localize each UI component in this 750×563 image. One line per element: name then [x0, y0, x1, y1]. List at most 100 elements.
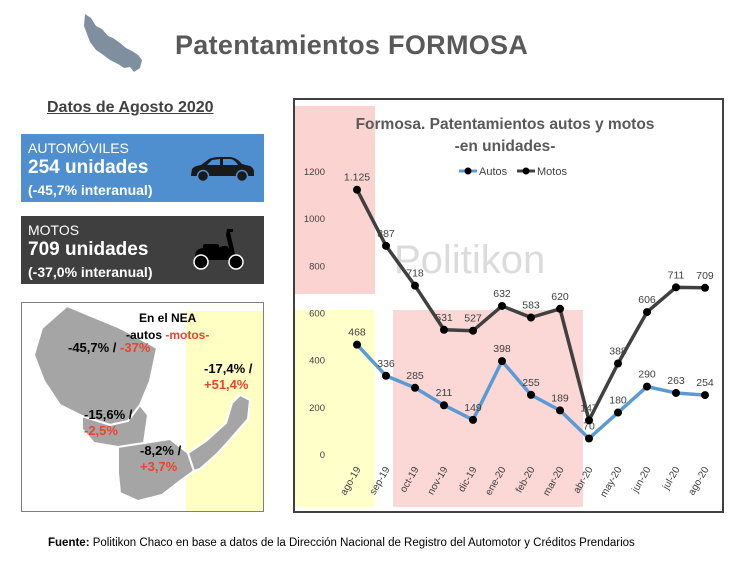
legend-entry: Motos — [537, 166, 567, 178]
data-label-autos: 468 — [348, 327, 366, 339]
autos-stat-box: AUTOMÓVILES 254 unidades (-45,7% interan… — [21, 134, 264, 202]
data-label-autos: 189 — [551, 392, 569, 404]
nea-region-misiones-motos: +51,4% — [204, 377, 249, 392]
data-point-motos — [382, 241, 390, 250]
data-label-autos: 285 — [406, 370, 424, 382]
data-label-autos: 290 — [638, 369, 656, 381]
data-point-motos — [643, 308, 651, 317]
chart-marks: 468 336 285 211 149 398 255 189 70 180 290 263 254 1.… — [344, 172, 714, 443]
nea-map-panel: En el NEA -autos -motos- -45,7% / -37% -… — [21, 302, 264, 512]
data-label-autos: 149 — [464, 402, 482, 414]
data-label-motos: 718 — [406, 268, 424, 280]
highlight-yellow-left — [295, 310, 375, 507]
x-tick-label: jul-20 — [660, 465, 682, 493]
data-point-autos — [556, 406, 564, 415]
data-label-motos: 527 — [464, 313, 482, 325]
data-point-motos — [556, 304, 564, 313]
source-text: Politikon Chaco en base a datos de la Di… — [89, 537, 635, 549]
x-tick-label: may-20 — [598, 465, 624, 500]
autos-units-value: 254 unidades — [28, 157, 149, 178]
data-label-motos: 531 — [435, 312, 453, 324]
line-chart: Politikon Formosa. Patentamientos autos … — [295, 106, 714, 507]
data-point-motos — [469, 326, 477, 335]
data-point-motos — [411, 281, 419, 290]
motos-stat-box: MOTOS 709 unidades (-37,0% interanual) — [21, 216, 264, 284]
nea-region-santafe-motos: -2,5% — [84, 423, 118, 438]
y-tick-label: 400 — [309, 356, 325, 367]
highlight-red-center — [393, 310, 583, 507]
data-point-autos — [527, 390, 535, 399]
y-tick-label: 1200 — [304, 167, 325, 178]
data-label-motos: 388 — [609, 345, 627, 357]
nea-region-chaco-motos: -37% — [120, 340, 151, 355]
data-label-autos: 336 — [377, 358, 395, 370]
y-tick-label: 600 — [309, 309, 325, 320]
data-date-subtitle: Datos de Agosto 2020 — [47, 99, 214, 116]
data-label-motos: 147 — [580, 402, 598, 414]
data-point-motos — [440, 325, 448, 334]
data-label-motos: 887 — [377, 228, 395, 240]
data-point-motos — [614, 359, 622, 368]
data-label-autos: 398 — [493, 343, 511, 355]
data-point-motos — [527, 313, 535, 322]
nea-region-santafe-autos: -15,6% / — [84, 407, 133, 422]
nea-region-misiones-label: -17,4% / +51,4% — [204, 361, 252, 393]
autos-category-label: AUTOMÓVILES — [28, 140, 129, 156]
data-point-autos — [614, 408, 622, 417]
data-label-motos: 1.125 — [344, 172, 370, 184]
legend-marker — [464, 167, 472, 175]
y-tick-label: 0 — [320, 450, 325, 461]
data-point-autos — [382, 371, 390, 380]
nea-region-corrientes-motos: +3,7% — [140, 459, 178, 474]
data-point-autos — [701, 391, 709, 400]
data-label-motos: 632 — [493, 288, 511, 300]
data-point-autos — [353, 340, 361, 349]
nea-yellow-highlight — [186, 311, 263, 511]
autos-change-value: (-45,7% interanual) — [28, 182, 153, 198]
chart-watermark: Politikon — [394, 238, 545, 282]
nea-region-misiones-autos: -17,4% / — [204, 361, 253, 376]
nea-region-chaco-autos: -45,7% / — [68, 340, 117, 355]
x-tick-label: ago-20 — [687, 465, 712, 498]
data-point-motos — [353, 185, 361, 194]
y-tick-label: 200 — [309, 403, 325, 414]
nea-region-santafe-label: -15,6% / -2,5% — [84, 407, 132, 439]
data-label-motos: 620 — [551, 291, 569, 303]
data-point-autos — [411, 383, 419, 392]
chart-legend: Autos Motos — [459, 166, 567, 178]
formosa-map-icon — [84, 14, 142, 72]
source-label: Fuente: — [48, 537, 90, 549]
motos-category-label: MOTOS — [28, 222, 80, 238]
data-label-autos: 254 — [696, 377, 714, 389]
data-label-autos: 180 — [609, 395, 627, 407]
motos-units-value: 709 unidades — [28, 239, 149, 260]
data-point-autos — [672, 388, 680, 397]
data-point-motos — [701, 283, 709, 292]
data-label-motos: 606 — [638, 294, 656, 306]
nea-legend-autos: -autos — [126, 328, 166, 342]
scooter-icon — [193, 229, 244, 270]
data-label-autos: 263 — [667, 375, 685, 387]
data-label-autos: 70 — [583, 420, 595, 432]
data-point-autos — [498, 357, 506, 366]
nea-legend-motos: -motos- — [165, 328, 210, 342]
y-tick-label: 1000 — [304, 214, 325, 225]
y-tick-label: 800 — [309, 261, 325, 272]
data-label-motos: 709 — [696, 270, 714, 282]
motos-change-value: (-37,0% interanual) — [28, 264, 153, 280]
nea-legend: -autos -motos- — [126, 328, 209, 342]
nea-region-chaco-label: -45,7% / -37% — [68, 341, 150, 355]
data-point-autos — [469, 415, 477, 424]
chart-title: Formosa. Patentamientos autos y motos — [356, 116, 655, 133]
data-point-motos — [498, 301, 506, 310]
data-point-autos — [440, 401, 448, 410]
nea-region-corrientes-autos: -8,2% / — [140, 443, 182, 458]
data-point-autos — [585, 434, 593, 443]
x-tick-label: jun-20 — [630, 465, 654, 496]
data-point-motos — [585, 416, 593, 425]
car-icon — [191, 157, 254, 183]
data-point-autos — [643, 382, 651, 391]
page-title: Patentamientos FORMOSA — [175, 30, 529, 60]
legend-entry: Autos — [479, 166, 508, 178]
legend-marker — [522, 167, 530, 175]
